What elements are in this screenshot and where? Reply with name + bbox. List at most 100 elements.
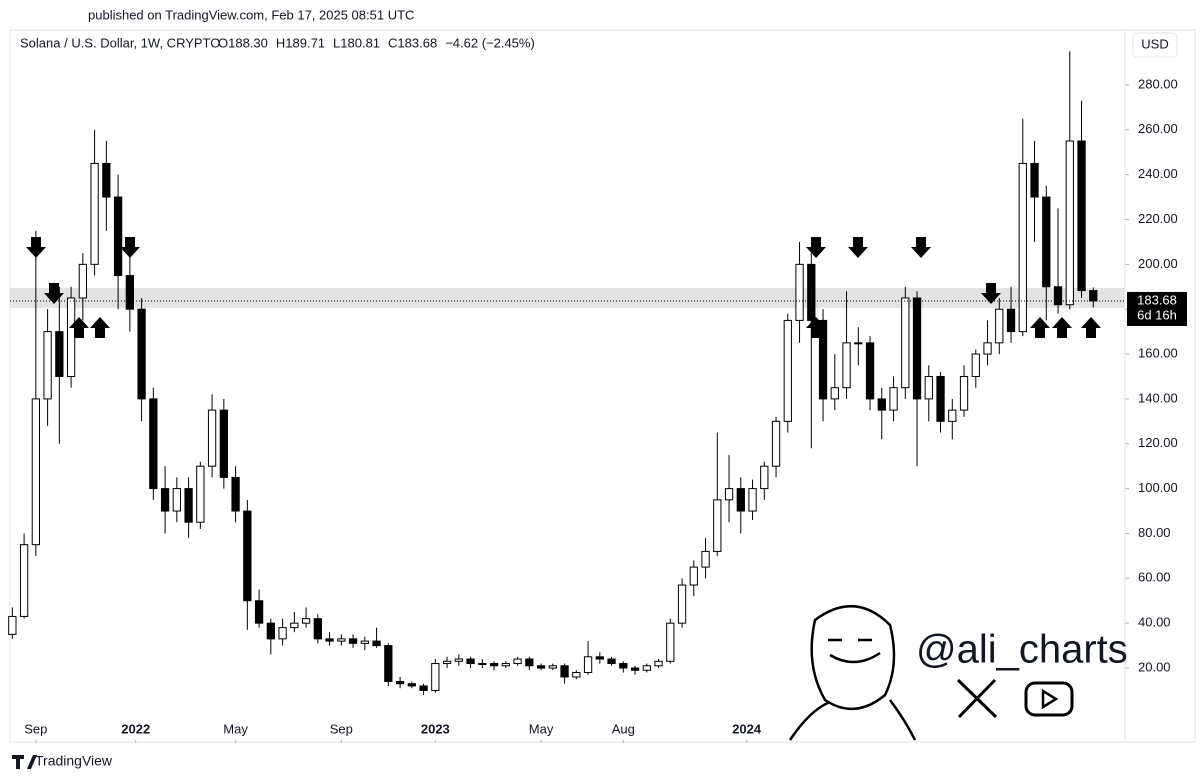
chart-title: Solana / U.S. Dollar, 1W, CRYPTO xyxy=(20,35,220,50)
candle-body xyxy=(736,488,745,512)
candle-body xyxy=(572,671,581,678)
x-tick-label: Sep xyxy=(330,721,353,736)
up-arrow xyxy=(1030,317,1050,338)
candle-body xyxy=(501,663,510,667)
candle-body xyxy=(66,297,76,377)
candle-body xyxy=(360,640,369,644)
caricature xyxy=(788,605,917,741)
candle-body xyxy=(548,665,557,669)
candle-body xyxy=(442,660,452,665)
ohlc-value: H189.71 xyxy=(276,35,325,50)
candle-body xyxy=(149,398,158,490)
candle-body xyxy=(219,409,228,478)
candle-body xyxy=(78,263,87,299)
x-tick-label: 2024 xyxy=(732,721,762,736)
y-tick-label: 120.00 xyxy=(1138,435,1178,450)
candle-body xyxy=(995,308,1004,344)
candle-body xyxy=(337,638,346,642)
candle-body xyxy=(654,660,663,667)
ohlc-value: −4.62 (−2.45%) xyxy=(445,35,535,50)
chart-frame xyxy=(9,29,1196,743)
candle-body xyxy=(795,263,804,321)
ohlc-value: L180.81 xyxy=(333,35,380,50)
x-tick-label: Sep xyxy=(24,721,47,736)
candle-body xyxy=(924,375,933,400)
x-tick-label: 2023 xyxy=(421,721,450,736)
candle-body xyxy=(172,488,181,512)
down-arrow xyxy=(26,237,46,258)
candle-body xyxy=(90,162,99,265)
social-icons xyxy=(956,678,1074,719)
x-tick-label: May xyxy=(223,721,248,736)
candle-body xyxy=(936,375,945,422)
y-tick-label: 80.00 xyxy=(1138,525,1171,540)
y-tick-label: 20.00 xyxy=(1138,659,1171,674)
candle-body xyxy=(466,658,475,665)
candle-body xyxy=(113,196,123,277)
up-arrow xyxy=(1081,317,1101,338)
ohlc-value: C183.68 xyxy=(388,35,437,50)
candle-body xyxy=(1089,290,1098,302)
candle-body xyxy=(489,663,499,667)
y-tick-label: 240.00 xyxy=(1138,166,1178,181)
y-tick-label: 40.00 xyxy=(1138,615,1171,630)
y-tick-label: 140.00 xyxy=(1138,390,1178,405)
candle-body xyxy=(231,476,240,512)
candle-body xyxy=(842,342,851,389)
down-arrow xyxy=(911,237,931,258)
support-zone xyxy=(10,287,1125,308)
countdown: 6d 16h xyxy=(1137,307,1177,322)
candle-body xyxy=(771,420,781,467)
ohlc-header: O188.30 H189.71 L180.81 C183.68 −4.62 (−2.45… xyxy=(218,35,535,50)
candle-body xyxy=(31,398,40,546)
candle-body xyxy=(666,622,675,662)
candle-body xyxy=(642,665,651,671)
candle-body xyxy=(630,667,640,671)
candle-body xyxy=(525,658,534,667)
candle-body xyxy=(325,638,334,642)
candle-body xyxy=(983,342,992,355)
brand: TradingView xyxy=(35,753,113,769)
brand-logo xyxy=(12,755,37,769)
candle-body xyxy=(560,665,569,678)
candle-body xyxy=(278,627,287,640)
youtube-logo xyxy=(1024,681,1074,717)
candle-body xyxy=(619,663,628,669)
candle-body xyxy=(196,465,205,523)
candle-body xyxy=(783,319,792,422)
candle-body xyxy=(207,409,217,467)
candle-body xyxy=(395,680,405,685)
candle-body xyxy=(419,685,428,691)
candle-body xyxy=(748,488,757,512)
candle-body xyxy=(607,658,616,665)
candle-body xyxy=(901,297,910,389)
price-tag: 183.68 xyxy=(1137,292,1177,307)
candle-body xyxy=(889,387,898,411)
y-tick-label: 260.00 xyxy=(1138,121,1178,136)
candle-body xyxy=(1077,140,1086,292)
candle-body xyxy=(454,658,463,662)
candle-body xyxy=(348,638,358,644)
y-tick-label: 220.00 xyxy=(1138,211,1178,226)
price-tag-box xyxy=(1127,291,1187,326)
candle-body xyxy=(948,409,957,422)
candle-body xyxy=(818,319,828,400)
candle-body xyxy=(701,550,710,568)
candle-body xyxy=(407,683,416,687)
up-arrow xyxy=(69,317,89,338)
candle-body xyxy=(583,656,593,673)
candle-body xyxy=(384,645,393,682)
down-arrow xyxy=(806,237,826,258)
candle-body xyxy=(137,308,146,400)
candle-body xyxy=(865,342,875,400)
candle-body xyxy=(513,658,522,665)
down-arrow xyxy=(981,283,1001,304)
y-tick-label: 280.00 xyxy=(1138,76,1178,91)
candle-body xyxy=(431,663,440,691)
published-note: published on TradingView.com, Feb 17, 20… xyxy=(88,7,414,22)
candle-body xyxy=(1018,162,1027,333)
candle-body xyxy=(807,263,816,321)
candle-body xyxy=(243,510,252,602)
y-tick-label: 160.00 xyxy=(1138,345,1178,360)
